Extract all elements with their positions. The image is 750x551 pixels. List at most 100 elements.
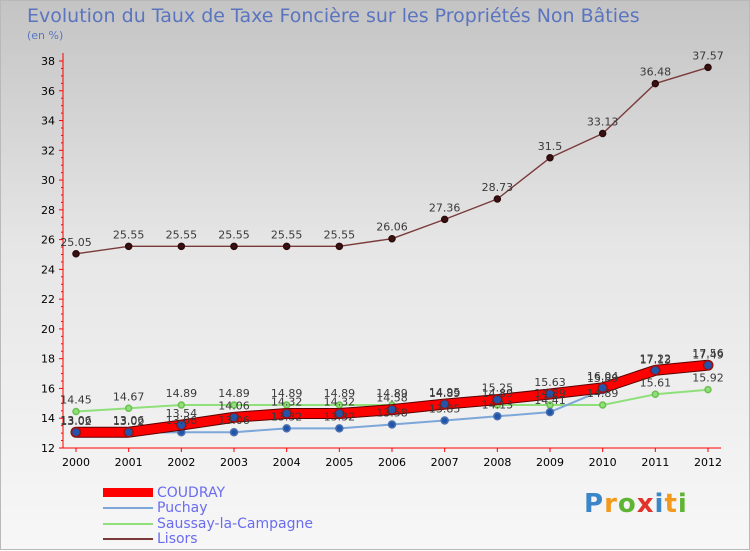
- data-point-puchay-2004: [282, 424, 291, 433]
- data-label-saussay-la-campagne-2004: 14.89: [271, 387, 303, 400]
- y-tick-label-28: 28: [41, 204, 55, 217]
- chart-title: Evolution du Taux de Taxe Foncière sur l…: [27, 5, 640, 27]
- data-point-coudray-2000: [70, 426, 82, 438]
- y-tick-label-38: 38: [41, 55, 55, 68]
- data-label-coudray-2008: 15.25: [482, 382, 514, 395]
- data-label-puchay-2009: 14.41: [534, 394, 566, 407]
- data-label-coudray-2006: 14.58: [376, 392, 408, 405]
- legend: COUDRAY Puchay Saussay-la-Campagne Lisors: [103, 485, 313, 547]
- data-point-saussay-la-campagne-2000: [72, 407, 80, 416]
- unit-label: (en %): [27, 29, 64, 42]
- data-label-puchay-2012: 17.49: [692, 348, 724, 361]
- legend-label: Puchay: [157, 500, 208, 517]
- data-label-lisors-2004: 25.55: [271, 228, 303, 241]
- x-tick-label-2008: 2008: [483, 456, 511, 469]
- data-point-coudray-2012: [702, 359, 714, 371]
- legend-item-coudray: COUDRAY: [103, 485, 313, 501]
- x-tick-label-2004: 2004: [273, 456, 301, 469]
- data-label-coudray-2011: 17.22: [640, 352, 672, 365]
- data-point-coudray-2005: [334, 408, 345, 419]
- data-point-coudray-2008: [492, 394, 503, 405]
- data-point-lisors-2002: [177, 242, 186, 251]
- data-point-puchay-2005: [335, 424, 344, 433]
- legend-swatch: [103, 522, 153, 525]
- data-label-saussay-la-campagne-2003: 14.89: [218, 387, 250, 400]
- legend-swatch: [103, 488, 153, 498]
- y-tick-label-22: 22: [41, 293, 55, 306]
- legend-label: Saussay-la-Campagne: [157, 515, 313, 532]
- data-point-coudray-2002: [176, 419, 187, 431]
- y-tick-label-20: 20: [41, 323, 55, 336]
- data-label-saussay-la-campagne-2000: 14.45: [60, 394, 92, 407]
- data-label-lisors-2011: 36.48: [640, 66, 672, 79]
- legend-item-puchay: Puchay: [103, 500, 313, 517]
- logo-letter: r: [604, 489, 618, 519]
- x-tick-label-2001: 2001: [115, 456, 143, 469]
- logo-letter: t: [664, 489, 678, 519]
- data-label-lisors-2003: 25.55: [218, 228, 250, 241]
- data-label-saussay-la-campagne-2009: 14.89: [534, 387, 566, 400]
- data-point-saussay-la-campagne-2003: [230, 401, 238, 409]
- legend-item-lisors: Lisors: [103, 531, 313, 547]
- data-label-saussay-la-campagne-2005: 14.89: [324, 387, 356, 400]
- logo-letter: i: [677, 489, 688, 519]
- data-point-puchay-2008: [493, 412, 502, 421]
- data-label-puchay-2002: 13.06: [166, 414, 198, 427]
- x-tick-label-2005: 2005: [325, 456, 353, 469]
- data-point-saussay-la-campagne-2012: [704, 385, 712, 394]
- data-label-coudray-2000: 13.06: [60, 414, 92, 427]
- x-tick-label-2012: 2012: [694, 456, 722, 469]
- x-tick-label-2006: 2006: [378, 456, 406, 469]
- y-tick-label-34: 34: [41, 115, 55, 128]
- logo-letter: x: [636, 489, 655, 519]
- y-tick-label-14: 14: [41, 412, 55, 425]
- data-label-coudray-2005: 14.32: [324, 395, 356, 408]
- logo-letter: i: [654, 489, 665, 519]
- data-label-coudray-2012: 17.56: [692, 347, 724, 360]
- data-point-saussay-la-campagne-2010: [598, 401, 607, 409]
- data-point-coudray-2006: [386, 404, 398, 415]
- data-label-coudray-2001: 13.06: [113, 414, 145, 427]
- data-label-lisors-2000: 25.05: [60, 236, 92, 249]
- data-label-puchay-2001: 13.02: [113, 415, 145, 428]
- data-point-lisors-2012: [704, 63, 712, 72]
- data-point-lisors-2008: [493, 195, 502, 203]
- data-point-lisors-2006: [388, 234, 396, 243]
- legend-swatch: [103, 538, 153, 541]
- data-point-puchay-2003: [229, 427, 239, 437]
- data-label-puchay-2011: 17.13: [640, 354, 672, 367]
- legend-item-saussay-la-campagne: Saussay-la-Campagne: [103, 516, 313, 532]
- data-point-coudray-2001: [123, 426, 134, 438]
- data-label-saussay-la-campagne-2008: 14.89: [482, 387, 514, 400]
- data-label-coudray-2004: 14.32: [271, 395, 303, 408]
- data-point-lisors-2011: [651, 79, 660, 88]
- data-label-puchay-2005: 13.32: [324, 410, 356, 423]
- y-tick-label-30: 30: [41, 174, 55, 187]
- data-point-lisors-2000: [72, 250, 80, 258]
- data-point-lisors-2005: [335, 242, 344, 251]
- data-point-puchay-2007: [440, 416, 449, 425]
- proxiti-logo: Proxiti: [584, 489, 688, 519]
- data-point-lisors-2001: [124, 242, 133, 251]
- logo-letter: o: [617, 489, 637, 519]
- data-point-coudray-2010: [597, 382, 608, 394]
- data-label-puchay-2007: 13.85: [429, 402, 461, 415]
- x-tick-label-2003: 2003: [220, 456, 248, 469]
- data-point-lisors-2009: [546, 154, 554, 162]
- data-point-puchay-2009: [545, 407, 555, 417]
- data-label-saussay-la-campagne-2001: 14.67: [113, 390, 145, 403]
- data-point-lisors-2003: [230, 242, 238, 251]
- data-label-lisors-2010: 33.13: [587, 115, 619, 128]
- data-point-saussay-la-campagne-2011: [651, 390, 660, 399]
- data-point-lisors-2007: [440, 215, 449, 224]
- x-tick-label-2000: 2000: [62, 456, 90, 469]
- data-point-saussay-la-campagne-2001: [124, 404, 133, 413]
- data-label-lisors-2009: 31.5: [538, 140, 563, 153]
- y-tick-label-16: 16: [41, 382, 55, 395]
- data-point-lisors-2004: [282, 242, 291, 251]
- data-label-saussay-la-campagne-2006: 14.89: [376, 387, 408, 400]
- y-tick-label-26: 26: [41, 234, 55, 247]
- legend-swatch: [103, 507, 153, 510]
